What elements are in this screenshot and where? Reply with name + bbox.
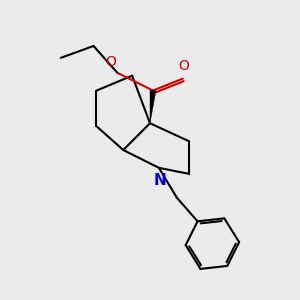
Polygon shape [150,90,156,123]
Text: O: O [179,59,190,73]
Text: N: N [154,173,167,188]
Text: O: O [105,55,116,69]
